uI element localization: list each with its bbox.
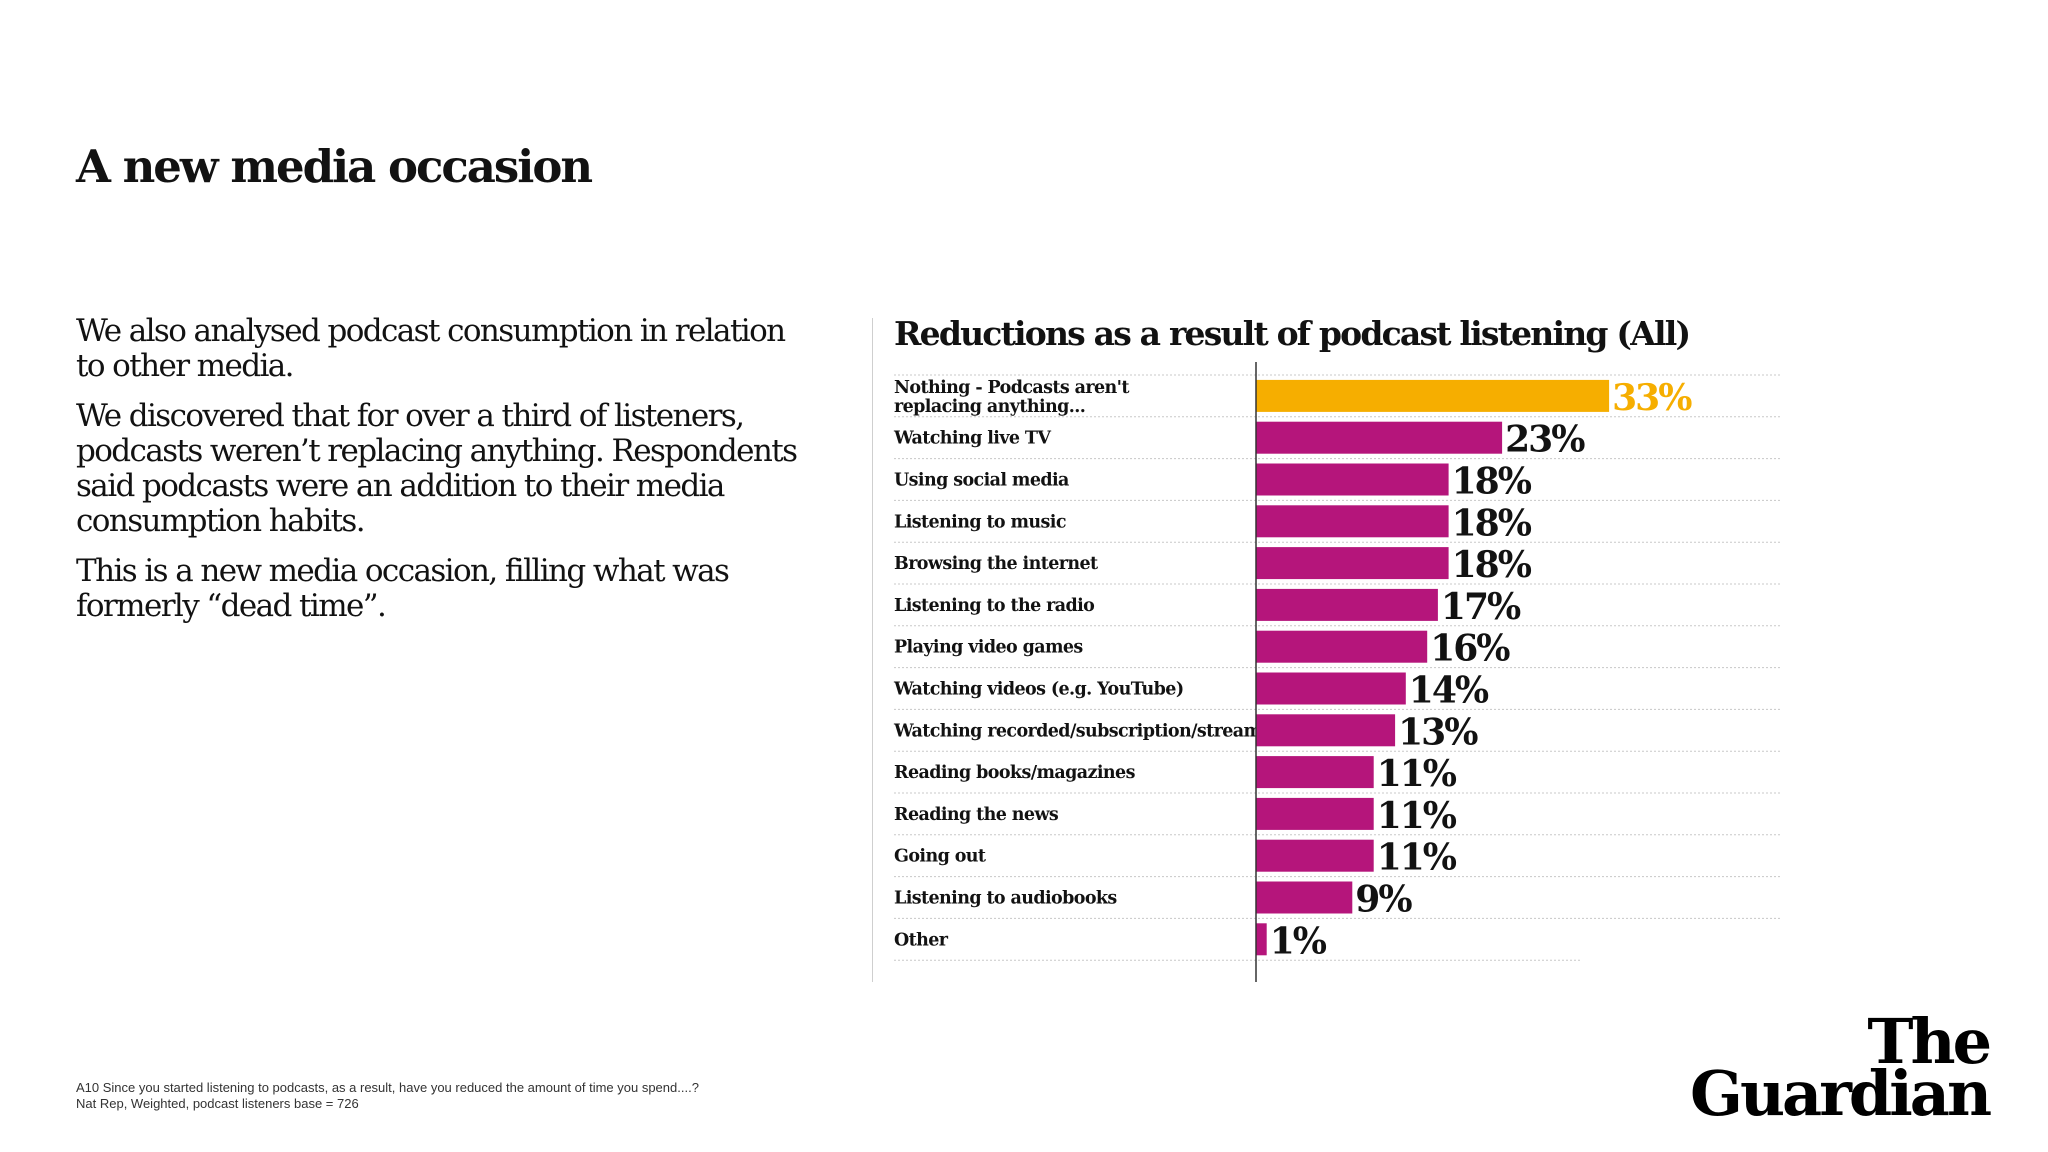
bar: [1256, 588, 1438, 621]
value-label: 9%: [1355, 879, 1412, 921]
bar: [1256, 839, 1374, 872]
bar: [1256, 630, 1428, 663]
value-label: 1%: [1270, 920, 1327, 962]
value-label: 14%: [1409, 670, 1489, 712]
value-label: 11%: [1377, 795, 1457, 837]
value-label: 18%: [1452, 502, 1532, 544]
bar: [1256, 421, 1503, 454]
vertical-divider: [872, 318, 873, 982]
category-label: Watching live TV: [893, 429, 1051, 449]
category-label: Listening to music: [894, 512, 1066, 532]
category-label: Watching recorded/subscription/stream: [893, 721, 1263, 741]
value-label: 33%: [1612, 377, 1692, 419]
value-label: 23%: [1505, 419, 1585, 461]
bar: [1256, 505, 1449, 538]
logo-line-guardian: Guardian: [1690, 1057, 1992, 1130]
footnote-base: Nat Rep, Weighted, podcast listeners bas…: [76, 1096, 359, 1111]
bar: [1256, 672, 1406, 705]
footnote-question: A10 Since you started listening to podca…: [76, 1080, 699, 1095]
category-label: Reading the news: [894, 805, 1059, 825]
footnote: A10 Since you started listening to podca…: [76, 1080, 699, 1112]
paragraph-2: We discovered that for over a third of l…: [76, 398, 798, 539]
bar: [1256, 756, 1374, 789]
paragraph-3: This is a new media occasion, filling wh…: [76, 553, 730, 624]
category-label: Listening to audiobooks: [894, 889, 1117, 909]
category-label: Watching videos (e.g. YouTube): [893, 680, 1184, 700]
value-label: 18%: [1452, 461, 1532, 503]
value-label: 17%: [1441, 586, 1521, 628]
category-label: Using social media: [894, 471, 1069, 491]
category-label: Other: [894, 930, 949, 950]
bar: [1256, 379, 1610, 412]
value-label: 16%: [1430, 628, 1510, 670]
category-label: Going out: [894, 847, 986, 867]
bar: [1256, 797, 1374, 830]
logo-line-the: The: [1867, 1005, 1992, 1078]
bar: [1256, 463, 1449, 496]
bar: [1256, 881, 1353, 914]
category-label: Browsing the internet: [894, 554, 1098, 574]
category-label: Playing video games: [894, 638, 1083, 658]
chart-title: Reductions as a result of podcast listen…: [894, 314, 1691, 353]
category-label: Listening to the radio: [894, 596, 1094, 616]
body-text: We also analysed podcast consumption in …: [76, 314, 816, 639]
value-label: 11%: [1377, 837, 1457, 879]
value-label: 11%: [1377, 753, 1457, 795]
value-label: 18%: [1452, 544, 1532, 586]
guardian-logo: The Guardian: [1690, 1005, 1992, 1130]
bar: [1256, 923, 1267, 956]
bar: [1256, 547, 1449, 580]
bar: [1256, 714, 1396, 747]
category-label: Reading books/magazines: [894, 763, 1136, 783]
value-label: 13%: [1398, 711, 1478, 753]
paragraph-1: We also analysed podcast consumption in …: [76, 313, 786, 384]
page-title: A new media occasion: [76, 140, 593, 193]
category-label: Nothing - Podcasts aren't replacing anyth…: [894, 378, 1129, 417]
